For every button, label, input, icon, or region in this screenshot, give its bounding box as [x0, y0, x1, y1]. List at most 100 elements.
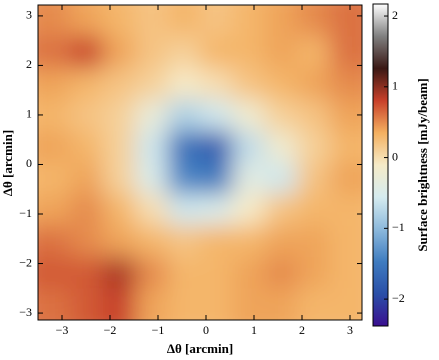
heat-cell [200, 194, 234, 227]
colorbar [372, 3, 389, 327]
heat-cell [297, 68, 331, 101]
heat-cell [135, 194, 169, 227]
heat-cell [38, 257, 72, 290]
heat-cell [200, 5, 234, 38]
x-tick-label: 2 [299, 323, 305, 337]
heat-cell [297, 257, 331, 290]
heat-cell [167, 288, 201, 320]
heat-cell [232, 36, 266, 69]
map [38, 5, 362, 320]
heat-cell [297, 288, 331, 320]
heat-cell [200, 162, 234, 195]
heat-cell [102, 5, 137, 38]
x-tick-label: −2 [104, 323, 117, 337]
heat-cell [70, 225, 104, 258]
heat-cell [70, 194, 104, 227]
heat-cell [70, 257, 104, 290]
heat-cell [38, 68, 72, 101]
heat-cell [167, 225, 201, 258]
heat-cell [297, 162, 331, 195]
colorbar-label: Surface brightness [mJy/beam] [415, 78, 430, 251]
y-tick-label: 1 [26, 107, 32, 121]
heat-cell [264, 288, 299, 320]
plot-frame [37, 4, 363, 321]
colorbar-tick-label: −1 [392, 220, 405, 234]
heat-cell [329, 36, 362, 69]
colorbar-tick-label: −2 [392, 291, 405, 305]
y-tick-label: −3 [19, 305, 32, 319]
heat-cell [232, 162, 266, 195]
heat-cell [70, 36, 104, 69]
heat-cell [38, 131, 72, 164]
heat-cell [135, 36, 169, 69]
heat-cell [200, 288, 234, 320]
x-tick-label: 3 [347, 323, 353, 337]
heat-cell [38, 162, 72, 195]
heat-cell [135, 68, 169, 101]
heat-cell [232, 288, 266, 320]
heat-cell [38, 99, 72, 132]
x-tick-label: −1 [152, 323, 165, 337]
heat-cell [264, 225, 299, 258]
heat-cell [38, 288, 72, 320]
heat-cell [232, 225, 266, 258]
heat-cell [200, 131, 234, 164]
heat-cell [329, 68, 362, 101]
heat-cell [70, 162, 104, 195]
x-tick-label: −3 [56, 323, 69, 337]
heat-cell [329, 257, 362, 290]
heat-cell [135, 257, 169, 290]
x-tick-label: 0 [203, 323, 209, 337]
heat-cell [102, 225, 137, 258]
heat-cell [200, 257, 234, 290]
heat-cell [102, 131, 137, 164]
heat-cell [264, 36, 299, 69]
heat-cell [167, 194, 201, 227]
heat-cell [102, 99, 137, 132]
y-tick-label: 2 [26, 57, 32, 71]
heat-cell [232, 99, 266, 132]
heat-cell [232, 68, 266, 101]
heat-cell [167, 131, 201, 164]
y-tick-label: 0 [26, 156, 32, 170]
heat-cell [297, 99, 331, 132]
heat-cell [200, 68, 234, 101]
heat-cell [102, 162, 137, 195]
heat-cell [264, 99, 299, 132]
heat-cell [232, 5, 266, 38]
heat-cell [70, 288, 104, 320]
heat-cell [102, 288, 137, 320]
heat-cell [297, 194, 331, 227]
heat-cell [329, 225, 362, 258]
heat-cell [329, 288, 362, 320]
x-axis-label: Δθ [arcmin] [167, 341, 233, 356]
heat-cell [135, 162, 169, 195]
x-tick-label: 1 [251, 323, 257, 337]
heat-cell [135, 225, 169, 258]
heat-cell [135, 99, 169, 132]
heat-cell [102, 194, 137, 227]
heat-cell [200, 225, 234, 258]
heat-cell [38, 225, 72, 258]
heat-cell [264, 68, 299, 101]
y-tick-label: −2 [19, 255, 32, 269]
y-tick-label: 3 [26, 8, 32, 22]
colorbar-tick-label: 1 [392, 79, 398, 93]
heat-cell [200, 36, 234, 69]
heat-cell [329, 194, 362, 227]
heat-cell [38, 194, 72, 227]
heat-cell [70, 131, 104, 164]
heat-cell [264, 5, 299, 38]
heat-cells [38, 5, 362, 320]
colorbar-tick-label: 2 [392, 8, 398, 22]
heat-cell [135, 131, 169, 164]
heat-cell [329, 5, 362, 38]
heat-cell [264, 162, 299, 195]
heat-cell [135, 288, 169, 320]
heat-cell [70, 68, 104, 101]
heat-cell [102, 257, 137, 290]
heat-cell [297, 225, 331, 258]
y-tick-label: −1 [19, 206, 32, 220]
heat-cell [297, 5, 331, 38]
